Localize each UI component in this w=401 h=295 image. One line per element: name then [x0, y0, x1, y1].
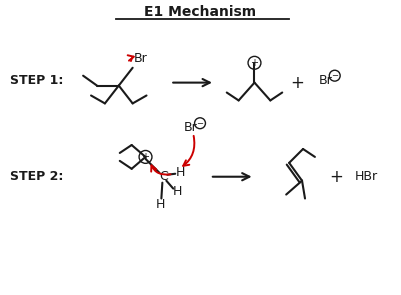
Text: Br: Br	[319, 74, 333, 87]
Text: +: +	[251, 58, 259, 68]
Text: H: H	[172, 185, 182, 198]
Text: Br: Br	[184, 121, 198, 134]
Text: −: −	[331, 71, 338, 80]
Text: +: +	[290, 74, 304, 92]
Text: +: +	[329, 168, 342, 186]
Text: C: C	[159, 170, 168, 183]
Text: H: H	[156, 198, 165, 211]
Text: Br: Br	[134, 52, 148, 65]
Text: STEP 1:: STEP 1:	[10, 74, 63, 87]
Text: STEP 2:: STEP 2:	[10, 170, 63, 183]
Text: E1 Mechanism: E1 Mechanism	[144, 5, 256, 19]
Text: +: +	[142, 152, 150, 162]
Text: −: −	[196, 119, 203, 128]
Text: H: H	[176, 166, 185, 179]
Text: HBr: HBr	[355, 170, 378, 183]
